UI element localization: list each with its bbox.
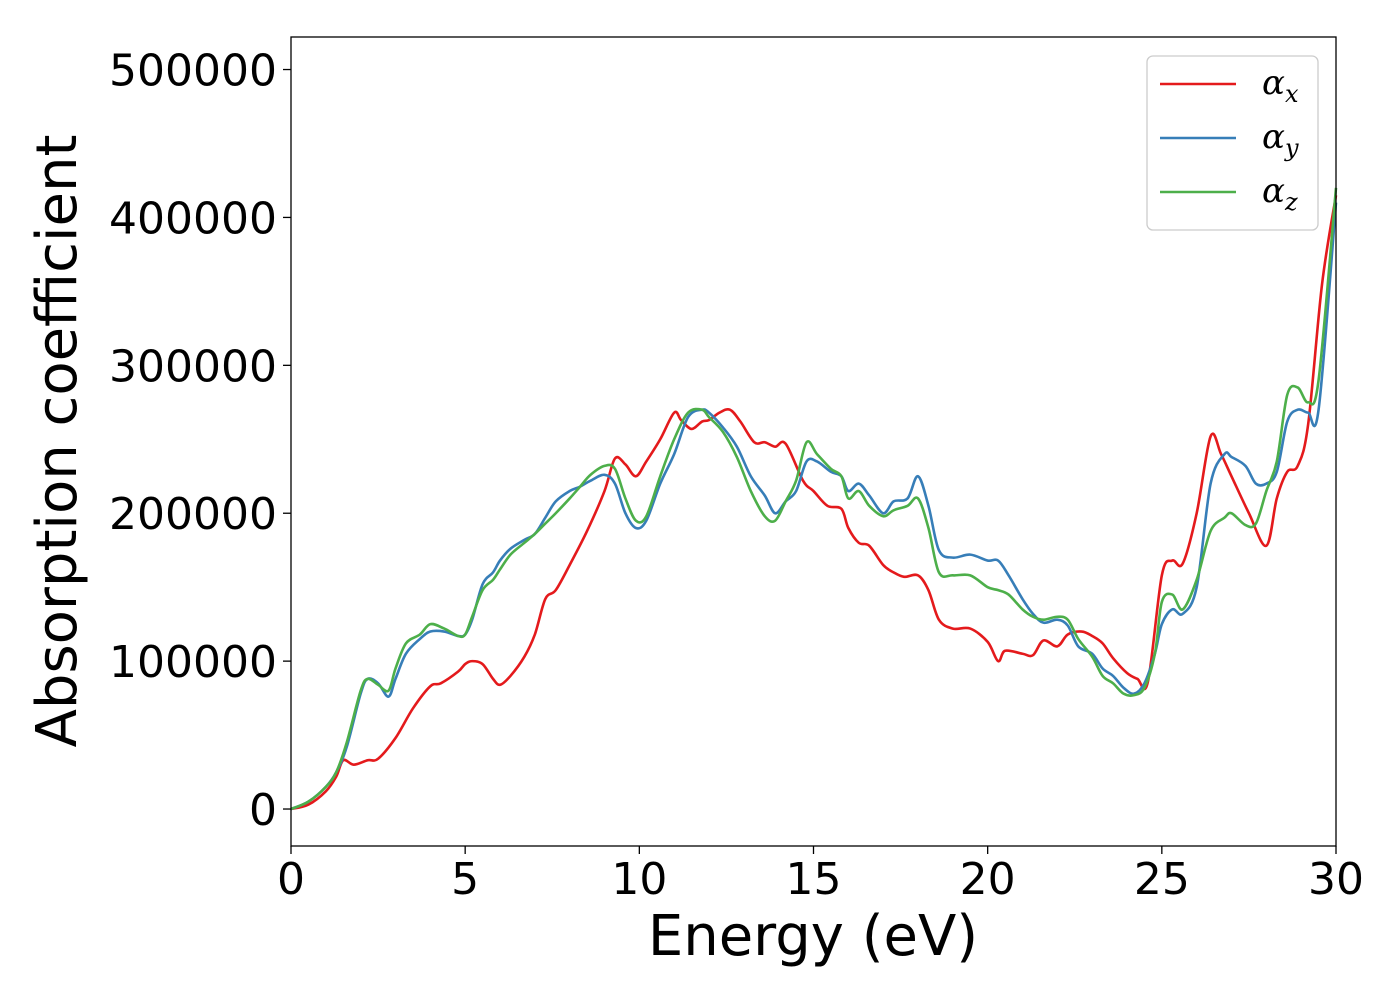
legend-box: [1146, 55, 1319, 231]
x-tick-label: 5: [451, 854, 479, 905]
legend-subscript: x: [1285, 80, 1299, 108]
legend-subscript: z: [1284, 188, 1298, 216]
series-line-x: [290, 195, 1338, 811]
y-tick-label: 0: [249, 785, 277, 836]
x-axis-label: Energy (eV): [648, 904, 978, 969]
x-tick-label: 10: [611, 854, 667, 905]
legend-label-y: αy: [1262, 117, 1299, 162]
y-tick-label: 100000: [109, 637, 277, 688]
y-axis: 0 100000 200000 300000 400000 500000: [109, 46, 291, 836]
x-tick-label: 20: [960, 854, 1016, 905]
y-axis-label: Absorption coefficient: [25, 135, 90, 748]
legend-symbol: α: [1262, 117, 1285, 157]
legend-label-z: αz: [1262, 171, 1298, 216]
series-line-y: [290, 202, 1338, 811]
x-axis: 0 5 10 15 20 25 30: [277, 846, 1364, 905]
y-tick-label: 200000: [109, 489, 277, 540]
series-line-z: [290, 187, 1338, 811]
legend-symbol: α: [1262, 63, 1285, 103]
y-tick-label: 300000: [109, 341, 277, 392]
x-tick-label: 30: [1308, 854, 1364, 905]
y-tick-label: 500000: [109, 46, 277, 97]
x-tick-label: 0: [277, 854, 305, 905]
x-tick-label: 15: [786, 854, 842, 905]
y-tick-label: 400000: [109, 193, 277, 244]
legend-symbol: α: [1262, 171, 1285, 211]
series-layer: [290, 187, 1338, 811]
legend-label-x: αx: [1262, 63, 1299, 108]
legend-subscript: y: [1284, 134, 1299, 162]
x-tick-label: 25: [1134, 854, 1190, 905]
